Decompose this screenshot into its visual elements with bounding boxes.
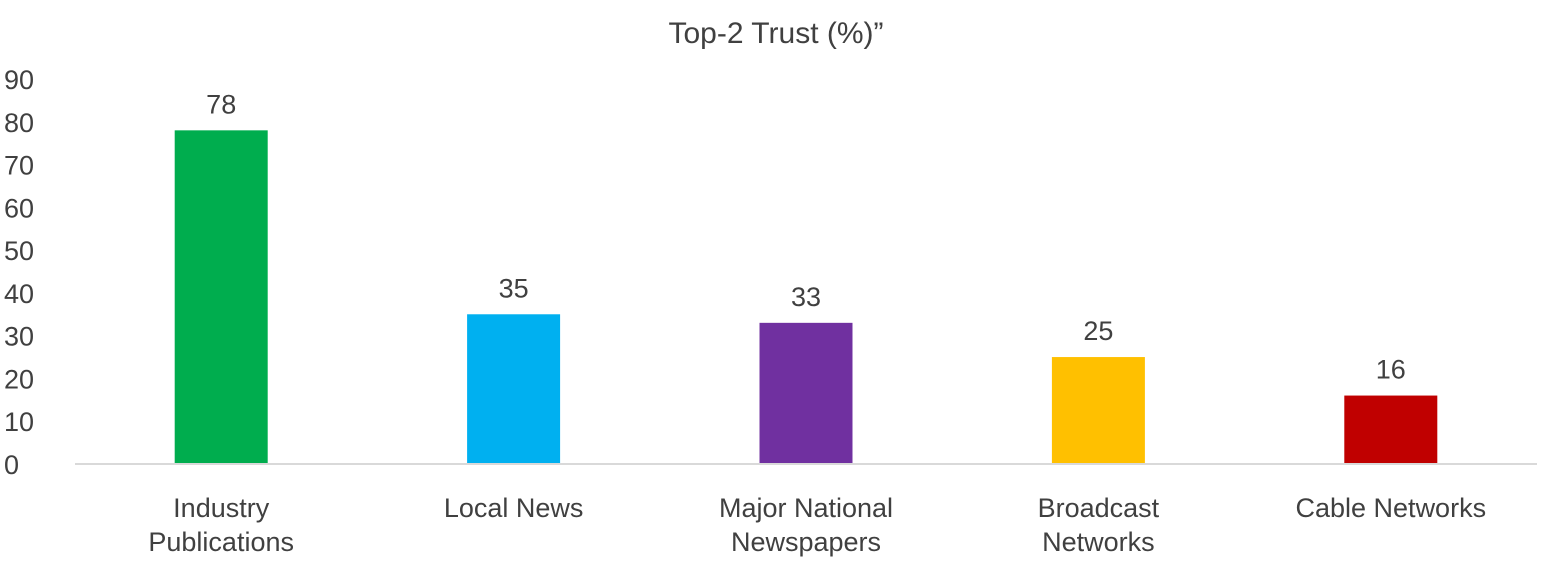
x-axis: Industry Publications Local News Major Nati… xyxy=(148,493,1486,557)
bar xyxy=(1344,395,1438,464)
data-label: 33 xyxy=(791,282,821,312)
x-tick-label-line: Newspapers xyxy=(731,527,881,557)
x-tick-label: Major National Newspapers xyxy=(719,493,893,557)
y-tick-label: 80 xyxy=(4,108,34,138)
bar xyxy=(1051,357,1145,464)
y-tick-label: 50 xyxy=(4,236,34,266)
x-tick-label-line: Broadcast xyxy=(1038,493,1160,523)
y-tick-label: 0 xyxy=(4,450,19,480)
x-tick-label-line: Local News xyxy=(444,493,584,523)
y-tick-label: 40 xyxy=(4,279,34,309)
data-labels: 78 35 33 25 16 xyxy=(206,89,1406,384)
data-label: 78 xyxy=(206,89,236,119)
x-tick-label: Local News xyxy=(444,493,584,523)
y-axis: 0 10 20 30 40 50 60 70 80 90 xyxy=(4,65,34,480)
x-tick-label-line: Publications xyxy=(148,527,294,557)
data-label: 25 xyxy=(1083,316,1113,346)
x-tick-label: Broadcast Networks xyxy=(1038,493,1160,557)
x-tick-label-line: Major National xyxy=(719,493,893,523)
y-tick-label: 70 xyxy=(4,151,34,181)
chart-title: Top-2 Trust (%)” xyxy=(668,17,883,50)
data-label: 16 xyxy=(1376,355,1406,385)
y-tick-label: 60 xyxy=(4,193,34,223)
y-tick-label: 10 xyxy=(4,407,34,437)
y-tick-label: 90 xyxy=(4,65,34,95)
y-tick-label: 20 xyxy=(4,364,34,394)
x-tick-label: Industry Publications xyxy=(148,493,294,557)
data-label: 35 xyxy=(499,273,529,303)
bar xyxy=(174,130,268,465)
x-tick-label: Cable Networks xyxy=(1296,493,1487,523)
x-tick-label-line: Networks xyxy=(1042,527,1155,557)
x-tick-label-line: Industry xyxy=(173,493,270,523)
y-tick-label: 30 xyxy=(4,322,34,352)
bars xyxy=(174,130,1438,465)
x-tick-label-line: Cable Networks xyxy=(1296,493,1487,523)
bar xyxy=(467,314,561,464)
bar xyxy=(759,322,853,464)
